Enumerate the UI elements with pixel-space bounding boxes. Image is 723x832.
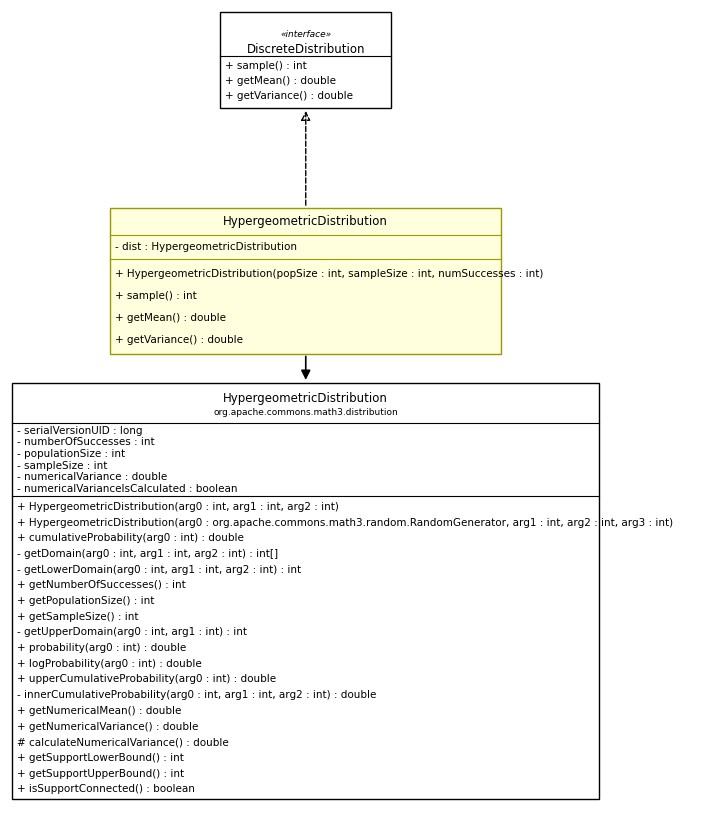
Text: - serialVersionUID : long: - serialVersionUID : long [17,426,142,436]
FancyBboxPatch shape [12,383,599,799]
Text: + getSupportUpperBound() : int: + getSupportUpperBound() : int [17,769,184,779]
Text: + getSampleSize() : int: + getSampleSize() : int [17,612,139,622]
Text: + cumulativeProbability(arg0 : int) : double: + cumulativeProbability(arg0 : int) : do… [17,533,244,543]
Text: org.apache.commons.math3.distribution: org.apache.commons.math3.distribution [213,409,398,417]
FancyBboxPatch shape [110,208,502,354]
Text: + probability(arg0 : int) : double: + probability(arg0 : int) : double [17,643,187,653]
Text: - getUpperDomain(arg0 : int, arg1 : int) : int: - getUpperDomain(arg0 : int, arg1 : int)… [17,627,247,637]
Text: - dist : HypergeometricDistribution: - dist : HypergeometricDistribution [115,242,297,252]
Text: - populationSize : int: - populationSize : int [17,449,125,459]
Text: + getMean() : double: + getMean() : double [115,314,226,324]
Text: + getVariance() : double: + getVariance() : double [225,92,353,102]
Text: - sampleSize : int: - sampleSize : int [17,461,108,471]
Text: + HypergeometricDistribution(arg0 : org.apache.commons.math3.random.RandomGenera: + HypergeometricDistribution(arg0 : org.… [17,518,673,527]
Text: - innerCumulativeProbability(arg0 : int, arg1 : int, arg2 : int) : double: - innerCumulativeProbability(arg0 : int,… [17,691,377,701]
Text: HypergeometricDistribution: HypergeometricDistribution [223,392,388,405]
Text: - getLowerDomain(arg0 : int, arg1 : int, arg2 : int) : int: - getLowerDomain(arg0 : int, arg1 : int,… [17,565,301,575]
FancyBboxPatch shape [220,12,391,108]
Text: + getNumericalVariance() : double: + getNumericalVariance() : double [17,721,199,731]
Text: + HypergeometricDistribution(popSize : int, sampleSize : int, numSuccesses : int: + HypergeometricDistribution(popSize : i… [115,270,544,280]
Text: + isSupportConnected() : boolean: + isSupportConnected() : boolean [17,785,195,795]
Text: - numberOfSuccesses : int: - numberOfSuccesses : int [17,438,155,448]
Text: + HypergeometricDistribution(arg0 : int, arg1 : int, arg2 : int): + HypergeometricDistribution(arg0 : int,… [17,502,339,512]
Text: + sample() : int: + sample() : int [225,62,307,72]
Text: + getNumericalMean() : double: + getNumericalMean() : double [17,706,181,716]
Text: - getDomain(arg0 : int, arg1 : int, arg2 : int) : int[]: - getDomain(arg0 : int, arg1 : int, arg2… [17,549,278,559]
Text: DiscreteDistribution: DiscreteDistribution [247,42,365,56]
Text: + upperCumulativeProbability(arg0 : int) : double: + upperCumulativeProbability(arg0 : int)… [17,675,276,685]
Text: + getVariance() : double: + getVariance() : double [115,335,243,345]
Text: + getSupportLowerBound() : int: + getSupportLowerBound() : int [17,753,184,763]
Text: «interface»: «interface» [281,30,331,38]
Text: - numericalVariance : double: - numericalVariance : double [17,473,167,483]
Text: + sample() : int: + sample() : int [115,291,197,301]
Text: - numericalVarianceIsCalculated : boolean: - numericalVarianceIsCalculated : boolea… [17,484,238,494]
Text: + getNumberOfSuccesses() : int: + getNumberOfSuccesses() : int [17,580,186,591]
Text: # calculateNumericalVariance() : double: # calculateNumericalVariance() : double [17,737,229,747]
Text: + getPopulationSize() : int: + getPopulationSize() : int [17,596,155,606]
Text: HypergeometricDistribution: HypergeometricDistribution [223,215,388,228]
Text: + logProbability(arg0 : int) : double: + logProbability(arg0 : int) : double [17,659,202,669]
Text: + getMean() : double: + getMean() : double [225,77,336,87]
